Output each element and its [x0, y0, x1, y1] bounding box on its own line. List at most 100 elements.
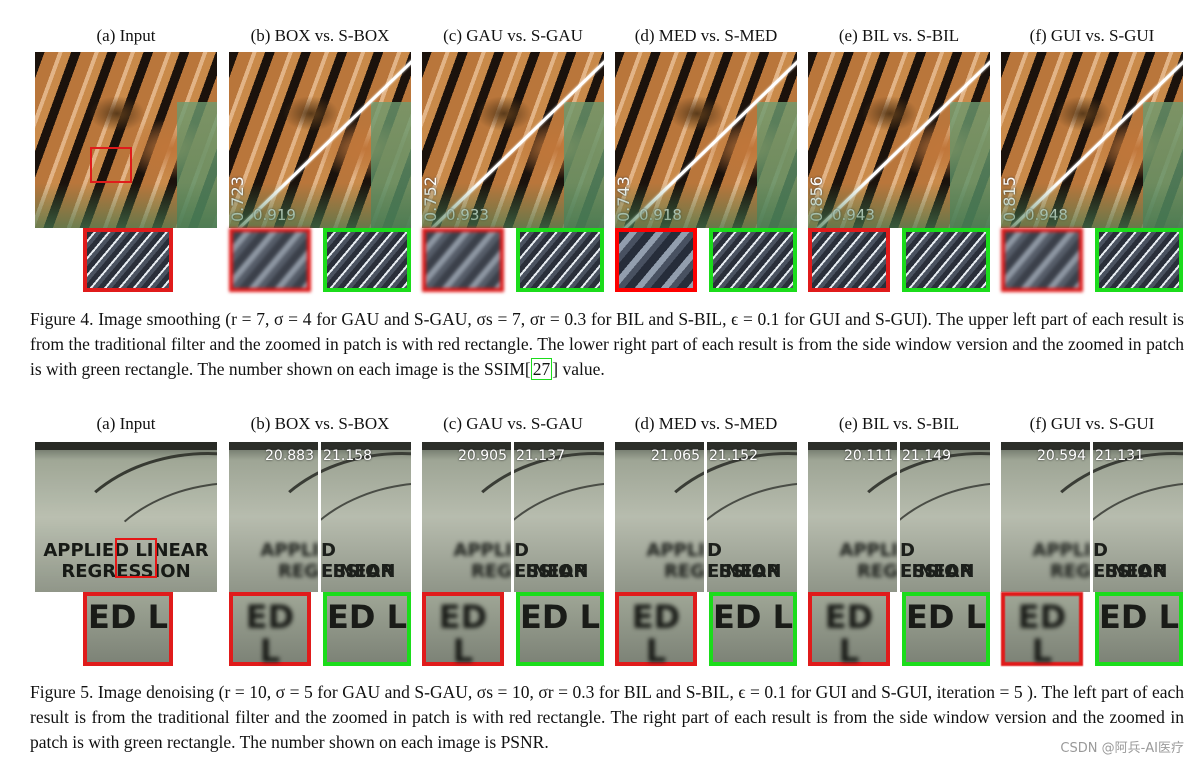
- zoom-patch-side-window: [516, 228, 604, 292]
- book-text-traditional-1: APPLI: [839, 540, 898, 561]
- psnr-side-window: 21.131: [1095, 448, 1144, 464]
- book-text-side-1: D LINEAR: [1093, 540, 1167, 582]
- psnr-side-window: 21.152: [709, 448, 758, 464]
- zoom-text: ED L: [713, 598, 793, 636]
- panel-title: (a) Input: [96, 414, 156, 433]
- zoom-patch-traditional: ED L: [808, 592, 890, 670]
- zoom-patch-side-window: [709, 228, 797, 292]
- book-text-side-2: ESSION: [514, 561, 589, 582]
- book-text-side-1: D LINEAR: [321, 540, 395, 582]
- zoom-text: ED L: [1017, 598, 1067, 670]
- citation-link[interactable]: 27: [530, 358, 553, 380]
- book-result-image: APPLI D LINEAR REG ESSION 20.594 21.131: [1001, 442, 1183, 592]
- psnr-traditional: 20.594: [1037, 448, 1086, 464]
- book-text-line1: APPLIED LINEAR: [43, 540, 209, 561]
- ssim-traditional: 0.815: [1001, 176, 1019, 222]
- ssim-traditional: 0.723: [229, 176, 247, 222]
- tiger-result-image: 0.815 0.948: [1001, 52, 1183, 228]
- zoom-text: ED L: [824, 598, 874, 670]
- zoom-patch-side-window: ED L: [323, 592, 411, 666]
- panel-title: (e) BIL vs. S-BIL: [838, 26, 960, 45]
- book-input-image: APPLIED LINEAR REGRESSION: [35, 442, 217, 592]
- tiger-input-image: [35, 52, 217, 228]
- book-text-traditional-2: REG: [857, 561, 898, 582]
- zoom-patch-traditional: [1001, 228, 1083, 292]
- zoom-text: ED L: [88, 598, 168, 636]
- book-text-traditional-1: APPLI: [453, 540, 512, 561]
- zoom-patch-traditional: ED L: [1001, 592, 1083, 670]
- caption-text-end: value.: [558, 359, 605, 379]
- figure-4: (a) Input (b) BOX vs. S-BOX 0.723 0.919 …: [0, 0, 1198, 300]
- ssim-side-window: 0.933: [446, 206, 489, 224]
- ssim-traditional: 0.752: [422, 176, 440, 222]
- watermark: CSDN @阿兵-AI医疗: [1060, 741, 1184, 756]
- psnr-traditional: 20.111: [844, 448, 893, 464]
- psnr-traditional: 20.905: [458, 448, 507, 464]
- zoom-patch-side-window: [1095, 228, 1183, 292]
- zoom-region-box: [115, 538, 157, 578]
- zoom-patch-input: [83, 228, 173, 292]
- psnr-traditional: 20.883: [265, 448, 314, 464]
- figure-5-caption: Figure 5. Image denoising (r = 10, σ = 5…: [30, 682, 1184, 752]
- zoom-patch-traditional: ED L: [422, 592, 504, 670]
- zoom-patch-side-window: ED L: [709, 592, 797, 666]
- zoom-patch-side-window: [323, 228, 411, 292]
- ssim-side-window: 0.948: [1025, 206, 1068, 224]
- book-text-side-2: ESSION: [1093, 561, 1168, 582]
- book-result-image: APPLI D LINEAR REG ESSION 21.065 21.152: [615, 442, 797, 592]
- panel-title: (d) MED vs. S-MED: [634, 26, 778, 45]
- book-text-traditional-1: APPLI: [260, 540, 319, 561]
- zoom-patch-traditional: [422, 228, 504, 292]
- panel-title: (d) MED vs. S-MED: [634, 414, 778, 433]
- panel-title: (f) GUI vs. S-GUI: [1029, 414, 1155, 433]
- zoom-text: ED L: [245, 598, 295, 670]
- zoom-patch-side-window: ED L: [1095, 592, 1183, 666]
- book-text-traditional-2: REG: [664, 561, 705, 582]
- ssim-traditional: 0.743: [615, 176, 633, 222]
- book-text-side-2: ESSION: [707, 561, 782, 582]
- book-result-image: APPLI D LINEAR REG ESSION 20.111 21.149: [808, 442, 990, 592]
- book-text-side-1: D LINEAR: [707, 540, 781, 582]
- zoom-region-box: [90, 147, 132, 183]
- psnr-side-window: 21.149: [902, 448, 951, 464]
- zoom-patch-side-window: ED L: [516, 592, 604, 666]
- figure-5: (a) Input APPLIED LINEAR REGRESSION ED L…: [0, 410, 1198, 680]
- zoom-text: ED L: [631, 598, 681, 670]
- zoom-patch-side-window: [902, 228, 990, 292]
- tiger-result-image: 0.743 0.918: [615, 52, 797, 228]
- book-text-traditional-1: APPLI: [646, 540, 705, 561]
- panel-title: (a) Input: [96, 26, 156, 45]
- ssim-traditional: 0.856: [808, 176, 826, 222]
- ssim-side-window: 0.943: [832, 206, 875, 224]
- zoom-patch-traditional: [808, 228, 890, 292]
- book-text-side-1: D LINEAR: [514, 540, 588, 582]
- psnr-side-window: 21.158: [323, 448, 372, 464]
- zoom-patch-traditional: ED L: [229, 592, 311, 670]
- tiger-result-image: 0.856 0.943: [808, 52, 990, 228]
- zoom-text: ED L: [520, 598, 600, 636]
- book-result-image: APPLI D LINEAR REG ESSION 20.883 21.158: [229, 442, 411, 592]
- panel-title: (f) GUI vs. S-GUI: [1029, 26, 1155, 45]
- ssim-side-window: 0.918: [639, 206, 682, 224]
- ssim-side-window: 0.919: [253, 206, 296, 224]
- book-text-side-1: D LINEAR: [900, 540, 974, 582]
- zoom-patch-traditional: ED L: [615, 592, 697, 670]
- zoom-patch-traditional: [615, 228, 697, 292]
- panel-title: (c) GAU vs. S-GAU: [443, 26, 583, 45]
- book-text-traditional-2: REG: [1050, 561, 1091, 582]
- panel-title: (e) BIL vs. S-BIL: [838, 414, 960, 433]
- zoom-text: ED L: [906, 598, 986, 636]
- panel-title: (c) GAU vs. S-GAU: [443, 414, 583, 433]
- zoom-text: ED L: [1099, 598, 1179, 636]
- zoom-text: ED L: [438, 598, 488, 670]
- psnr-side-window: 21.137: [516, 448, 565, 464]
- tiger-result-image: 0.723 0.919: [229, 52, 411, 228]
- book-text-side-2: ESSION: [321, 561, 396, 582]
- book-text-traditional-2: REG: [471, 561, 512, 582]
- caption-text: Figure 4. Image smoothing (r = 7, σ = 4 …: [30, 309, 1184, 379]
- book-result-image: APPLI D LINEAR REG ESSION 20.905 21.137: [422, 442, 604, 592]
- zoom-patch-traditional: [229, 228, 311, 292]
- tiger-result-image: 0.752 0.933: [422, 52, 604, 228]
- book-text-side-2: ESSION: [900, 561, 975, 582]
- book-text-traditional-1: APPLI: [1032, 540, 1091, 561]
